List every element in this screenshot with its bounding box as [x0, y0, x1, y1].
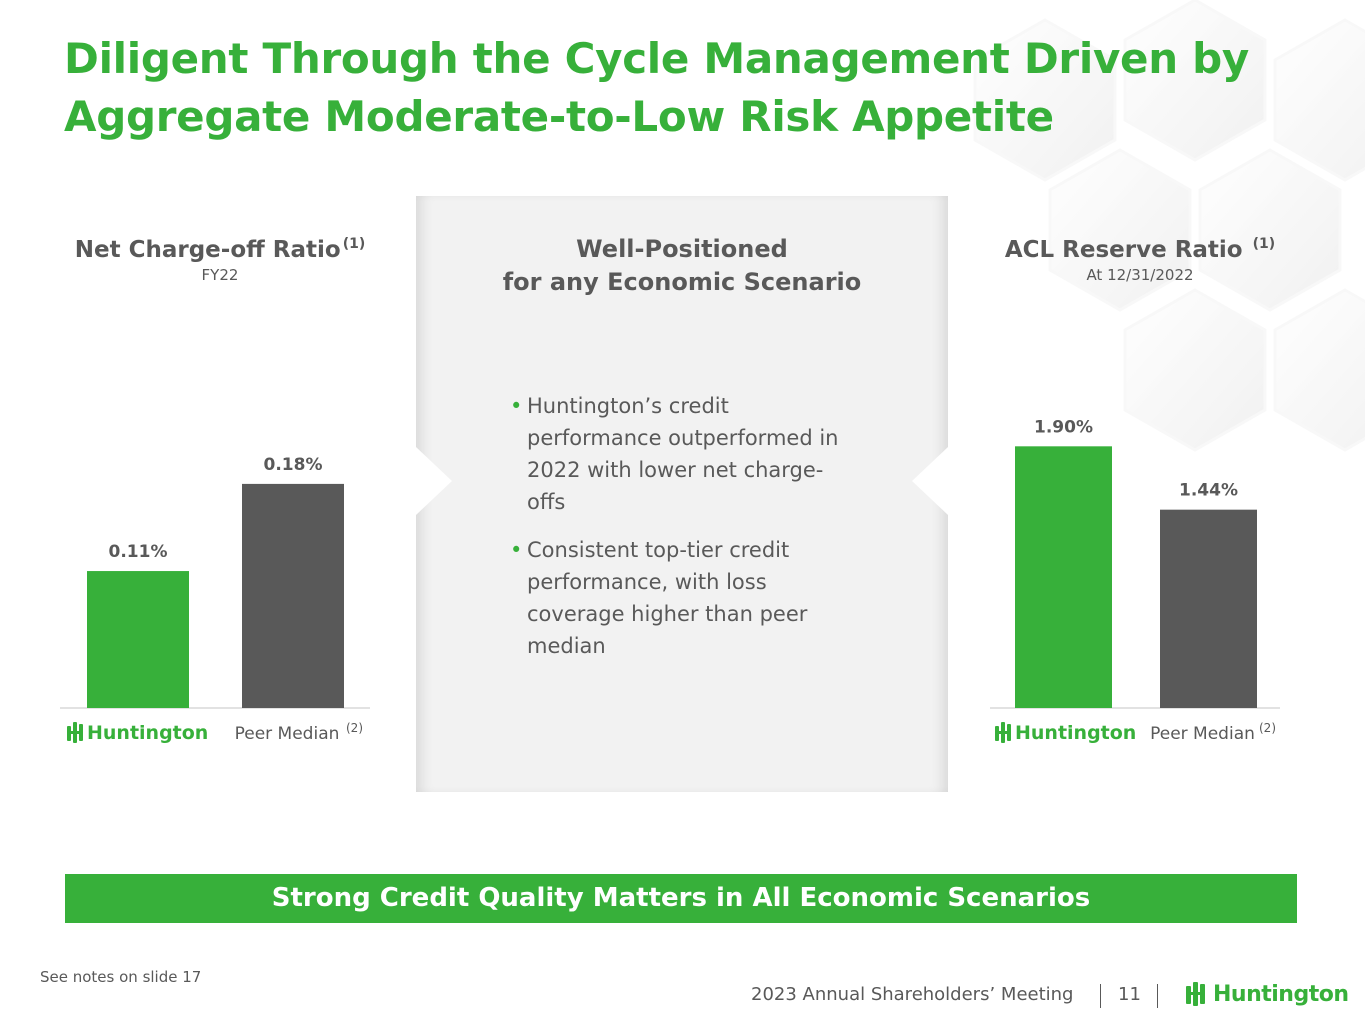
bullet-dot-icon: •	[510, 394, 523, 418]
data-label: 1.90%	[1034, 417, 1093, 437]
bar-huntington	[1015, 446, 1112, 708]
page-number: 11	[1118, 984, 1141, 1005]
category-note: (2)	[1259, 721, 1276, 735]
panel-right-notch	[912, 447, 948, 515]
net-charge-off-chart: 0.11% 0.18% Huntington Peer Median (2)	[60, 455, 370, 744]
footer-logo: Huntington	[1184, 980, 1349, 1008]
right-chart-subtitle: At 12/31/2022	[1086, 266, 1194, 284]
left-chart-header: Net Charge-off Ratio (1) FY22	[70, 236, 370, 286]
bullet-item: • Huntington’s credit performance outperf…	[510, 390, 850, 518]
center-panel	[416, 196, 948, 792]
left-chart-title-note: (1)	[342, 236, 366, 252]
huntington-logo-icon	[995, 722, 1011, 743]
data-label: 0.18%	[264, 455, 323, 475]
bullet-dot-icon: •	[510, 538, 523, 562]
footer-divider	[1100, 984, 1101, 1008]
panel-bullet-list: • Huntington’s credit performance outperf…	[510, 390, 850, 678]
category-note: (2)	[346, 721, 363, 735]
panel-title-line1: Well-Positioned	[576, 235, 788, 263]
bottom-banner: Strong Credit Quality Matters in All Eco…	[65, 874, 1297, 923]
right-chart-title: ACL Reserve Ratio (1)	[1004, 236, 1276, 263]
bar-peer-median	[242, 483, 344, 708]
acl-reserve-chart: 1.90% 1.44% Huntington Peer Median (2)	[990, 417, 1280, 744]
huntington-logo-icon	[1186, 982, 1205, 1006]
footer-divider	[1157, 984, 1158, 1008]
footer-logo-text: Huntington	[1213, 981, 1349, 1007]
category-label-peer-median: Peer Median	[235, 724, 340, 744]
right-chart-header: ACL Reserve Ratio (1) At 12/31/2022	[990, 236, 1290, 286]
huntington-logo-icon	[67, 722, 83, 743]
category-label-huntington: Huntington	[67, 722, 208, 744]
category-label-peer-median: Peer Median	[1150, 724, 1255, 744]
footer-meeting-label: 2023 Annual Shareholders’ Meeting	[751, 984, 1074, 1005]
panel-title: Well-Positioned for any Economic Scenari…	[416, 233, 948, 299]
hexagon-background	[973, 0, 1365, 452]
left-chart-subtitle: FY22	[201, 266, 239, 284]
panel-left-notch	[416, 447, 452, 515]
bar-huntington	[87, 571, 189, 708]
left-chart-title: Net Charge-off Ratio (1)	[74, 236, 366, 263]
category-label-huntington: Huntington	[995, 722, 1136, 744]
right-chart-title-note: (1)	[1252, 236, 1276, 252]
bullet-item: • Consistent top-tier credit performance,…	[510, 534, 850, 662]
logo-text: Huntington	[1015, 722, 1136, 744]
slide-title: Diligent Through the Cycle Management Dr…	[64, 34, 1249, 141]
footnote: See notes on slide 17	[40, 968, 202, 986]
data-label: 0.11%	[109, 542, 168, 562]
bar-peer-median	[1160, 509, 1257, 708]
data-label: 1.44%	[1179, 481, 1238, 501]
logo-text: Huntington	[87, 722, 208, 744]
panel-title-line2: for any Economic Scenario	[502, 268, 862, 296]
